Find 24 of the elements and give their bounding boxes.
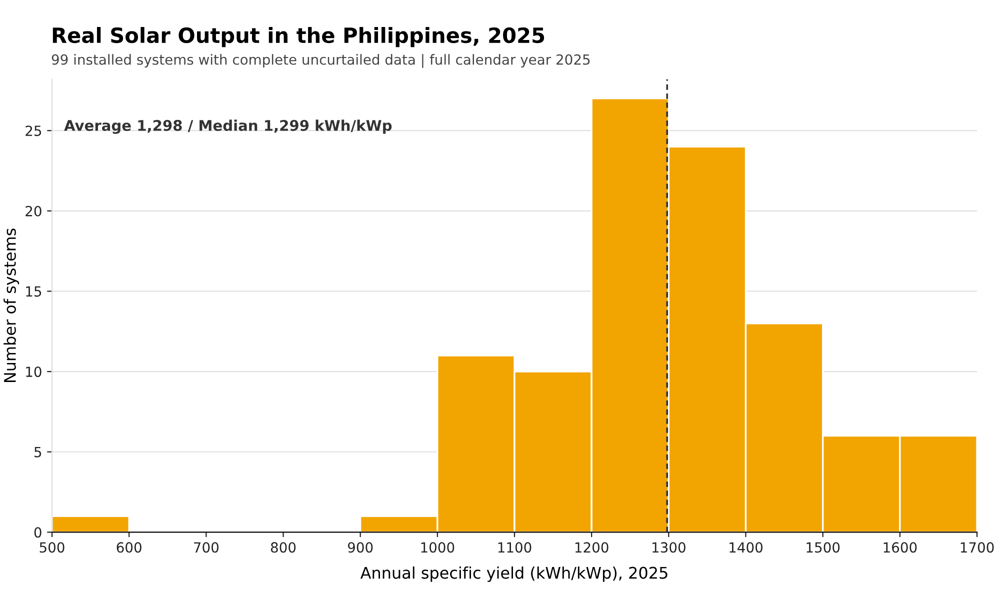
chart-subtitle: 99 installed systems with complete uncurtailed data | full calendar year 2025 [52,54,590,68]
x-tick-label: 700 [194,542,218,553]
x-axis-title: Annual specific yield (kWh/kWp), 2025 [360,566,668,582]
y-tick-label: 5 [34,447,42,458]
y-axis-title: Number of systems [4,228,20,382]
y-tick-label: 0 [34,527,42,538]
x-tick-label: 500 [40,542,64,553]
y-tick-label: 20 [26,206,42,216]
x-tick-label: 1300 [652,542,686,553]
x-tick-label: 1700 [960,542,994,553]
chart-title: Real Solar Output in the Philippines, 2025 [52,27,544,48]
x-tick-label: 800 [270,542,296,553]
x-tick-label: 1100 [498,542,532,553]
x-tick-label: 1400 [730,542,762,553]
annotation: Average 1,298 / Median 1,299 kWh/kWp [64,120,392,134]
y-tick-label: 10 [26,366,42,378]
x-tick-label: 1000 [421,542,454,553]
y-tick-label: 15 [26,286,42,297]
x-tick-label: 900 [348,542,373,553]
x-tick-label: 1500 [806,542,840,553]
x-tick-label: 1600 [884,542,917,553]
x-tick-label: 1200 [575,542,608,553]
y-tick-label: 25 [26,126,42,136]
x-tick-label: 600 [116,542,142,553]
